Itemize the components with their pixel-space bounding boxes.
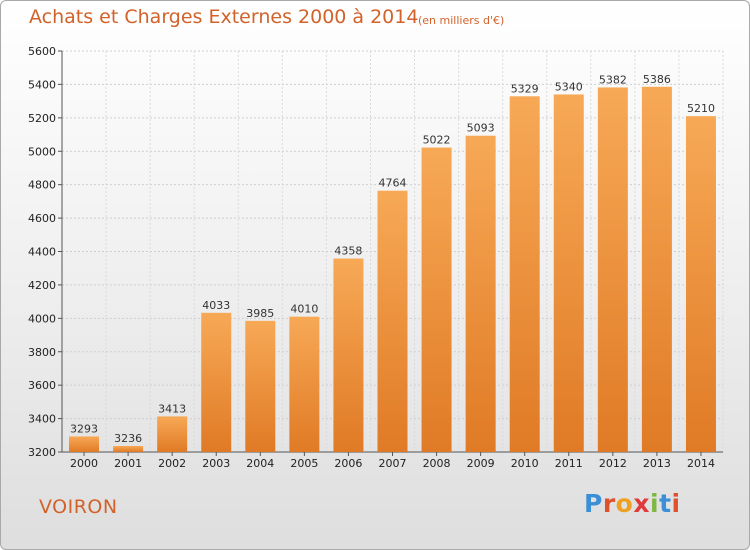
gridlines (61, 50, 724, 453)
data-label: 5382 (599, 73, 627, 86)
x-tick-label: 2013 (643, 457, 671, 470)
bar (553, 94, 584, 453)
x-tick-label: 2004 (246, 457, 274, 470)
bar (465, 135, 496, 452)
bars (69, 86, 716, 453)
data-label: 4010 (290, 303, 318, 316)
y-tick-label: 4600 (28, 212, 56, 225)
x-tick-label: 2010 (511, 457, 539, 470)
bar (421, 147, 452, 453)
y-tick-label: 4000 (28, 312, 56, 325)
bar (157, 416, 188, 452)
x-tick-label: 2011 (555, 457, 583, 470)
bar (69, 436, 100, 452)
y-tick-label: 3600 (28, 379, 56, 392)
y-tick-label: 5600 (28, 45, 56, 58)
x-tick-label: 2012 (599, 457, 627, 470)
data-label: 5386 (643, 73, 671, 86)
chart-subtitle: (en milliers d'€) (418, 14, 505, 27)
data-label: 4764 (379, 177, 407, 190)
data-label: 5210 (687, 102, 715, 115)
city-name: VOIRON (39, 496, 118, 518)
data-label: 3236 (114, 432, 142, 445)
y-tick-label: 5400 (28, 78, 56, 91)
data-label: 3985 (246, 307, 274, 320)
bar (333, 258, 364, 452)
bar (685, 116, 716, 452)
proxiti-logo[interactable]: Proxiti (584, 489, 681, 518)
x-tick-label: 2014 (687, 457, 715, 470)
bar (597, 87, 628, 452)
data-labels: 3293 3236 3413 4033 3985 4010 4358 4764 5022 5093… (70, 73, 715, 445)
y-tick-label: 3400 (28, 413, 56, 426)
bar (641, 86, 672, 453)
y-tick-label: 5200 (28, 112, 56, 125)
x-tick-label: 2000 (70, 457, 98, 470)
data-label: 5022 (423, 134, 451, 147)
logo-letter: t (659, 489, 672, 518)
x-tick-label: 2002 (158, 457, 186, 470)
data-label: 3413 (158, 402, 186, 415)
bar (245, 320, 276, 452)
logo-letter: o (615, 489, 634, 518)
data-label: 5340 (555, 80, 583, 93)
data-label: 5329 (511, 82, 539, 95)
x-tick-label: 2007 (379, 457, 407, 470)
y-tick-label: 3800 (28, 346, 56, 359)
logo-letter: r (602, 489, 616, 518)
y-tick-label: 4800 (28, 179, 56, 192)
x-tick-label: 2003 (202, 457, 230, 470)
logo-letter: i (671, 489, 681, 518)
data-label: 3293 (70, 422, 98, 435)
data-label: 5093 (467, 122, 495, 135)
x-tick-label: 2001 (114, 457, 142, 470)
chart-title: Achats et Charges Externes 2000 à 2014 (29, 6, 419, 28)
bar (509, 96, 540, 452)
logo-letter: x (633, 489, 650, 518)
x-tick-label: 2008 (423, 457, 451, 470)
logo-letter: i (650, 489, 660, 518)
data-label: 4358 (334, 245, 362, 258)
x-tick-label: 2009 (467, 457, 495, 470)
logo-letter: P (584, 489, 603, 518)
y-tick-label: 3200 (28, 446, 56, 459)
bar (377, 190, 408, 452)
y-tick-label: 4400 (28, 246, 56, 259)
x-tick-label: 2005 (290, 457, 318, 470)
bar (201, 312, 232, 452)
y-tick-label: 5000 (28, 145, 56, 158)
bar (289, 316, 320, 452)
bar (113, 445, 144, 452)
data-label: 4033 (202, 299, 230, 312)
y-tick-label: 4200 (28, 279, 56, 292)
x-tick-label: 2006 (334, 457, 362, 470)
